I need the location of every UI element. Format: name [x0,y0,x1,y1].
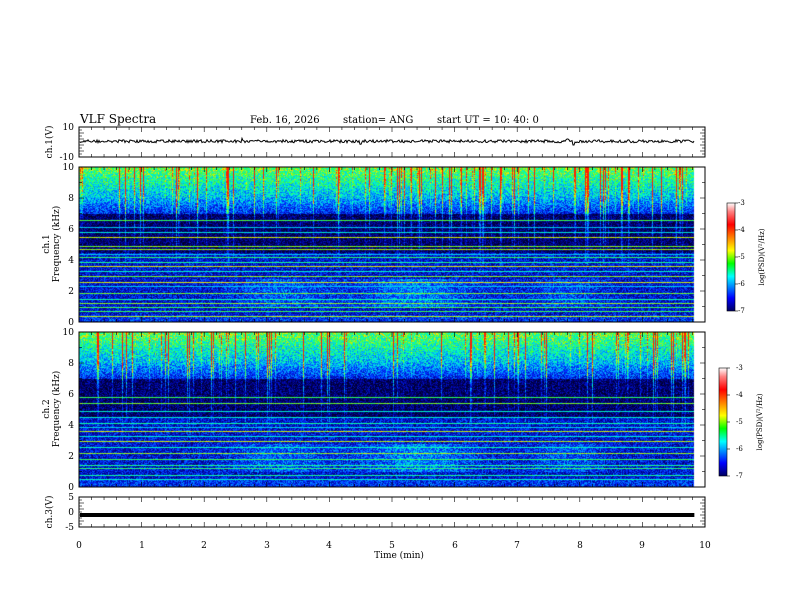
ch1-freq-tick-6: 6 [68,225,74,235]
ch3-panel: 5 0 -5 ch.3(V) [44,493,706,533]
ch1-spectrogram-ticks [78,166,706,323]
time-tick-3: 3 [264,541,270,551]
ch1-freq-tick-10: 10 [63,163,75,173]
time-tick-8: 8 [577,541,583,551]
ch3-ytick-bottom: -5 [65,523,74,533]
ch1-ytick-top: 10 [63,123,75,133]
ch2-spectrogram-yticklabels: 0 2 4 6 8 10 [63,328,75,493]
ch1-spectrogram-image-holder [79,167,705,322]
ch2-spectrogram-canvas [79,332,705,487]
ch1-colorbar-gradient [727,203,735,311]
ch2-colorbar-tick-m3: -3 [736,364,743,372]
ch1-waveform-trace [79,136,695,146]
ch2-freq-tick-6: 6 [68,390,74,400]
ch1-spectrogram-canvas [79,167,705,322]
ch1-colorbar-tick-m6: -6 [738,280,745,288]
ch1-freq-tick-4: 4 [68,256,74,266]
time-tick-0: 0 [76,541,82,551]
time-tick-4: 4 [326,541,332,551]
ch2-colorbar-tick-m5: -5 [736,418,743,426]
ch1-ytick-bottom: -10 [60,153,75,163]
time-axis-label: Time (min) [374,550,424,561]
time-tick-1: 1 [139,541,145,551]
ch1-colorbar-tick-m4: -4 [738,226,745,234]
ch1-freq-tick-8: 8 [68,194,74,204]
ch2-spectrogram-ticks [78,331,706,488]
ch1-colorbar-tick-m5: -5 [738,253,745,261]
ch1-frequency-label: Frequency (kHz) [51,206,62,283]
ch2-frequency-label: Frequency (kHz) [51,371,62,448]
time-tick-7: 7 [514,541,520,551]
ch1-ylabel: ch.1(V) [44,126,55,159]
ch2-freq-tick-0: 0 [68,483,74,493]
ch2-colorbar-tick-m4: -4 [736,391,743,399]
time-tick-10: 10 [699,541,711,551]
ch1-colorbar-tick-m7: -7 [738,307,745,315]
ch1-colorbar-ticks [735,202,738,312]
ch2-freq-tick-2: 2 [68,452,74,462]
ch1-colorbar: -3 -4 -5 -6 -7 log(PSD)(V²/Hz) [726,199,766,315]
ch2-freq-tick-8: 8 [68,359,74,369]
ch2-colorbar-gradient [719,368,727,476]
figure-date: Feb. 16, 2026 [250,115,320,126]
time-tick-6: 6 [452,541,458,551]
ch2-colorbar-tick-m7: -7 [736,472,743,480]
ch2-colorbar-tick-m6: -6 [736,445,743,453]
time-tick-9: 9 [639,541,645,551]
ch2-colorbar-gradient-holder [719,368,727,476]
ch1-spectrogram-panel: 0 2 4 6 8 10 ch.1 Frequency (kHz) [42,163,706,328]
time-axis-ticklabels: 0 1 2 3 4 5 6 7 8 9 10 [76,541,711,551]
ch1-channel-label: ch.1 [42,234,52,253]
ch2-colorbar-ticks [727,367,730,477]
ch2-colorbar-label: log(PSD)(V²/Hz) [756,393,764,450]
ch1-waveform-ticks [78,126,706,158]
ch3-ytick-mid: 0 [68,508,74,518]
ch1-colorbar-gradient-holder [727,203,735,311]
ch3-ticks [78,496,706,528]
ch2-freq-tick-4: 4 [68,421,74,431]
figure-title: VLF Spectra [79,112,156,126]
time-tick-5: 5 [389,541,395,551]
ch3-ylabel: ch.3(V) [44,496,55,529]
ch1-colorbar-label: log(PSD)(V²/Hz) [758,228,766,285]
ch1-freq-tick-0: 0 [68,318,74,328]
figure-station: station= ANG [343,115,413,126]
ch1-spectrogram-yticklabels: 0 2 4 6 8 10 [63,163,75,328]
ch1-colorbar-tick-m3: -3 [738,199,745,207]
ch2-channel-label: ch.2 [42,399,52,418]
ch2-spectrogram-image-holder [79,332,705,487]
ch1-freq-tick-2: 2 [68,287,74,297]
ch2-colorbar: -3 -4 -5 -6 -7 log(PSD)(V²/Hz) [718,364,764,480]
ch2-freq-tick-10: 10 [63,328,75,338]
time-tick-2: 2 [201,541,207,551]
ch3-ytick-top: 5 [68,493,74,503]
ch2-spectrogram-panel: 0 2 4 6 8 10 ch.2 Frequency (kHz) [42,328,706,493]
ch1-waveform-panel: 10 -10 ch.1(V) [44,123,706,163]
figure-start-time: start UT = 10: 40: 0 [437,115,539,126]
